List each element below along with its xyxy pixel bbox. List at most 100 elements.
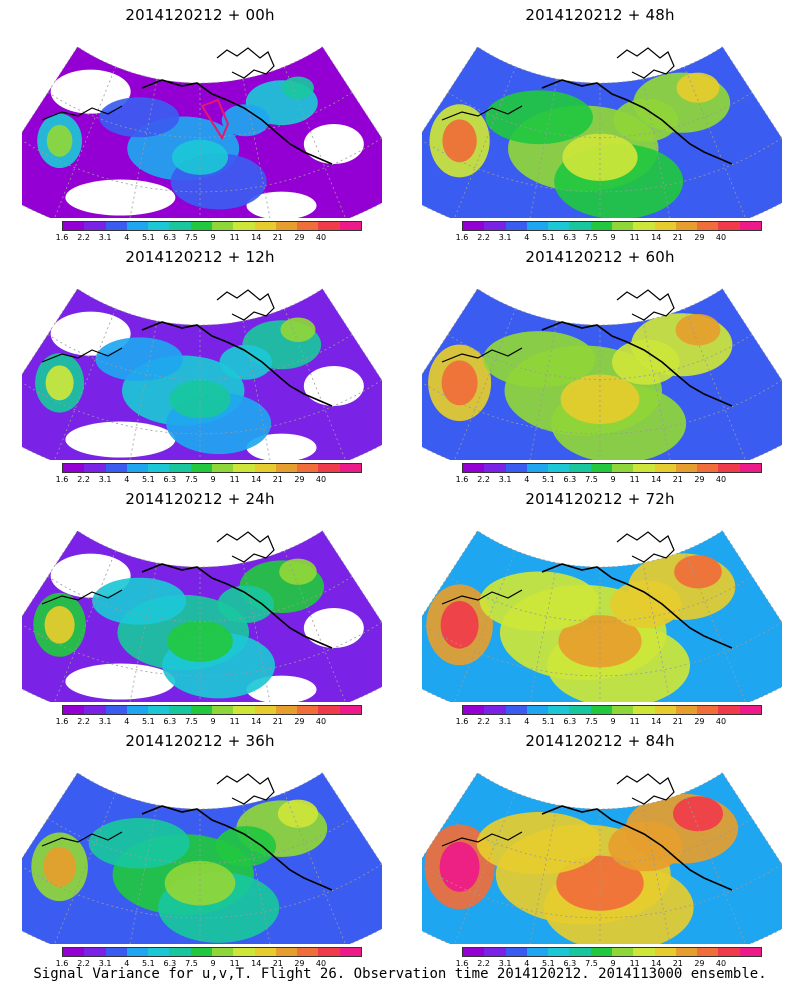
colorbar-swatch [297, 706, 319, 714]
no-data-region [246, 191, 317, 218]
colorbar-tick-labels: 1.6 2.2 3.1 4 5.1 6.3 7.5 9 11 14 21 29 40 [55, 959, 375, 971]
map-panel: 2014120212 + 84h 1.6 2.2 3.1 4 5.1 6.3 7.5 9 11 14… [400, 726, 800, 971]
coastline [41, 105, 123, 121]
colorbar-swatch [675, 222, 698, 230]
colorbar-tick-label: 7.5 [185, 233, 198, 242]
colorbar-swatch [275, 464, 298, 472]
colorbar-tick-label: 3.1 [98, 233, 112, 242]
colorbar-tick-label: 9 [610, 959, 616, 968]
panel-title: 2014120212 + 60h [525, 248, 675, 266]
colorbar-tick-label: 1.6 [455, 475, 469, 484]
colorbar-tick-label: 4 [524, 475, 530, 484]
colorbar-swatch [297, 948, 319, 956]
colorbar-tick-label: 2.2 [477, 959, 490, 968]
map-boundary [22, 530, 382, 702]
colorbar [462, 947, 762, 957]
colorbar-swatch [339, 706, 361, 714]
colorbar-tick-label: 4 [524, 233, 530, 242]
variance-map [422, 530, 782, 702]
coastline [616, 531, 675, 563]
colorbar-tick-labels: 1.6 2.2 3.1 4 5.1 6.3 7.5 9 11 14 21 29 40 [455, 475, 775, 487]
colorbar-tick-label: 14 [651, 959, 662, 968]
colorbar-swatch [169, 706, 191, 714]
colorbar-tick-label: 9 [610, 475, 616, 484]
colorbar-tick-label: 7.5 [185, 717, 198, 726]
colorbar-tick-label: 21 [272, 475, 283, 484]
colorbar-tick-label: 5.1 [141, 233, 155, 242]
colorbar [62, 947, 362, 957]
colorbar-tick-label: 29 [694, 717, 705, 726]
variance-contour [610, 580, 682, 629]
colorbar-tick-label: 14 [651, 233, 662, 242]
colorbar-swatch [697, 948, 719, 956]
variance-map [422, 288, 782, 460]
colorbar-tick-label: 2.2 [77, 233, 90, 242]
colorbar-swatch [190, 948, 212, 956]
colorbar-swatch [463, 222, 485, 230]
variance-map [422, 46, 782, 218]
colorbar-tick-label: 4 [124, 717, 130, 726]
colorbar-swatch [84, 464, 106, 472]
variance-contour [675, 313, 721, 346]
coastline [541, 563, 733, 649]
variance-contour [674, 555, 722, 589]
colorbar-swatch [105, 222, 127, 230]
colorbar-tick-label: 6.3 [163, 717, 177, 726]
variance-contour [485, 90, 593, 145]
map-panel: 2014120212 + 48h 1.6 2.2 3.1 4 5.1 6.3 7.5 9 11 14… [400, 0, 800, 245]
colorbar-tick-labels: 1.6 2.2 3.1 4 5.1 6.3 7.5 9 11 14 21 29 40 [455, 959, 775, 971]
colorbar-tick-label: 1.6 [455, 233, 469, 242]
colorbar-swatch [63, 948, 85, 956]
variance-contour [99, 97, 180, 138]
colorbar-tick-label: 14 [251, 475, 262, 484]
colorbar-tick-label: 5.1 [141, 959, 155, 968]
colorbar-tick-label: 3.1 [498, 475, 512, 484]
panel-title: 2014120212 + 24h [125, 490, 275, 508]
colorbar-swatch [211, 222, 234, 230]
no-data-region [303, 365, 364, 406]
colorbar-tick-label: 29 [294, 475, 305, 484]
colorbar-swatch [590, 948, 612, 956]
no-data-region [65, 663, 176, 700]
variance-contour [441, 360, 478, 406]
colorbar-tick-label: 2.2 [77, 717, 90, 726]
colorbar-tick-label: 21 [672, 475, 683, 484]
colorbar-tick-label: 9 [210, 959, 216, 968]
colorbar-swatch [126, 948, 149, 956]
no-data-region [50, 69, 131, 114]
variance-map [22, 530, 382, 702]
colorbar-swatch [169, 222, 191, 230]
colorbar-swatch [233, 464, 255, 472]
colorbar-tick-label: 21 [272, 233, 283, 242]
colorbar-swatch [126, 464, 149, 472]
variance-contour [221, 104, 270, 137]
colorbar-swatch [169, 464, 191, 472]
colorbar-swatch [569, 464, 591, 472]
colorbar-swatch [505, 706, 527, 714]
colorbar-tick-label: 2.2 [77, 959, 90, 968]
coastline [441, 347, 523, 363]
coastline [41, 589, 123, 605]
colorbar-tick-label: 7.5 [585, 475, 598, 484]
colorbar-swatch [484, 222, 506, 230]
colorbar-tick-label: 11 [229, 959, 240, 968]
colorbar-tick-label: 3.1 [98, 959, 112, 968]
colorbar-tick-label: 6.3 [163, 475, 177, 484]
colorbar-tick-label: 2.2 [477, 475, 490, 484]
colorbar-swatch [675, 948, 698, 956]
colorbar-swatch [484, 464, 506, 472]
colorbar-swatch [697, 222, 719, 230]
colorbar-swatch [254, 706, 276, 714]
colorbar-tick-label: 29 [694, 959, 705, 968]
colorbar-swatch [526, 222, 549, 230]
colorbar-swatch [148, 948, 170, 956]
variance-contour [476, 811, 602, 875]
colorbar-swatch [505, 948, 527, 956]
variance-contour [277, 799, 319, 828]
colorbar-tick-label: 6.3 [163, 959, 177, 968]
colorbar-swatch [484, 948, 506, 956]
panel-title: 2014120212 + 36h [125, 732, 275, 750]
colorbar-swatch [211, 706, 234, 714]
colorbar-tick-label: 1.6 [55, 475, 69, 484]
variance-contour [440, 601, 479, 649]
